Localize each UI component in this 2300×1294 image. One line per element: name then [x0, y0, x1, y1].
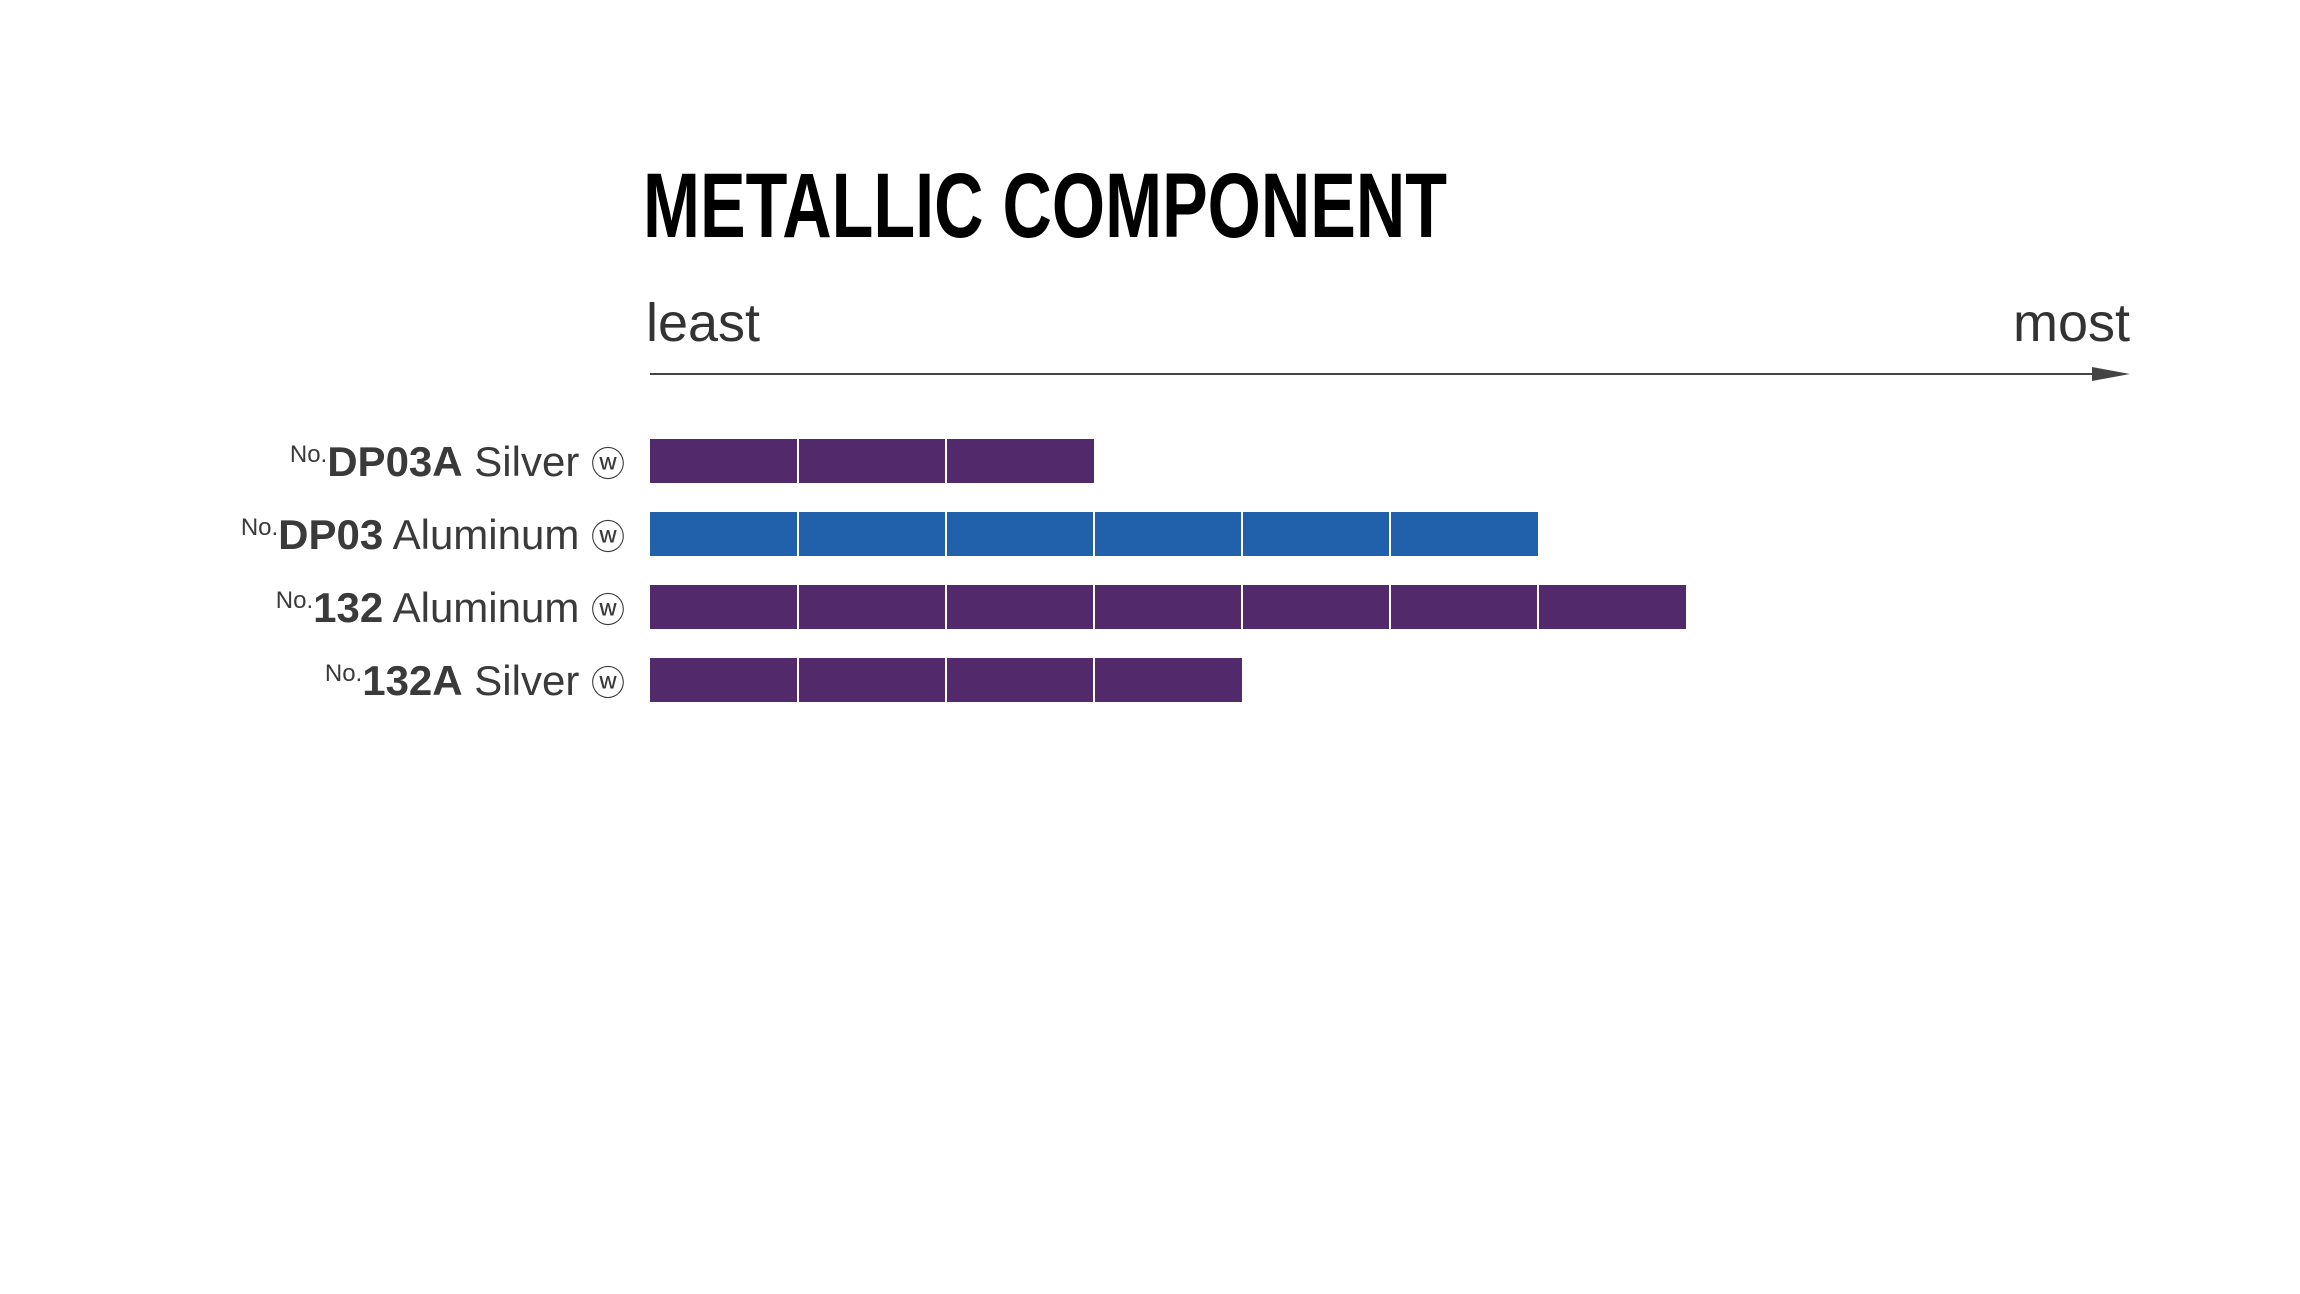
label-prefix: No. [241, 514, 278, 541]
label-name: Aluminum [393, 511, 580, 558]
label-name: Silver [474, 438, 579, 485]
label-symbol: ⓦ [591, 518, 625, 558]
category-label: No.DP03A Silver ⓦ [290, 438, 625, 485]
bar [650, 585, 1686, 629]
label-code: DP03 [278, 511, 383, 558]
axis-label-low: least [646, 293, 760, 353]
axis-label-high: most [2013, 293, 2130, 353]
label-name: Aluminum [393, 584, 580, 631]
label-code: DP03A [327, 438, 462, 485]
category-label: No.132A Silver ⓦ [325, 657, 625, 704]
chart-title: METALLIC COMPONENT [643, 155, 1447, 257]
category-label: No.132 Aluminum ⓦ [276, 584, 625, 631]
bar [650, 439, 1094, 483]
axis-arrow [2092, 367, 2130, 381]
label-prefix: No. [276, 587, 313, 614]
label-prefix: No. [325, 660, 362, 687]
label-name: Silver [474, 657, 579, 704]
label-code: 132A [362, 657, 462, 704]
label-code: 132 [313, 584, 383, 631]
category-label: No.DP03 Aluminum ⓦ [241, 511, 625, 558]
label-symbol: ⓦ [591, 664, 625, 704]
label-prefix: No. [290, 441, 327, 468]
label-symbol: ⓦ [591, 445, 625, 485]
label-symbol: ⓦ [591, 591, 625, 631]
